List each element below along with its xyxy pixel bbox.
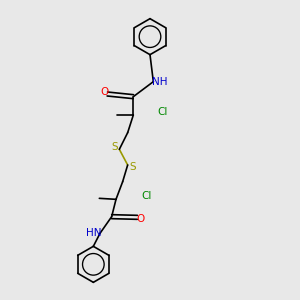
- Text: O: O: [136, 214, 145, 224]
- Text: HN: HN: [86, 228, 102, 238]
- Text: Cl: Cl: [157, 107, 167, 117]
- Text: NH: NH: [152, 77, 167, 87]
- Text: Cl: Cl: [142, 191, 152, 201]
- Text: S: S: [111, 142, 118, 152]
- Text: S: S: [129, 162, 136, 172]
- Text: O: O: [100, 87, 109, 97]
